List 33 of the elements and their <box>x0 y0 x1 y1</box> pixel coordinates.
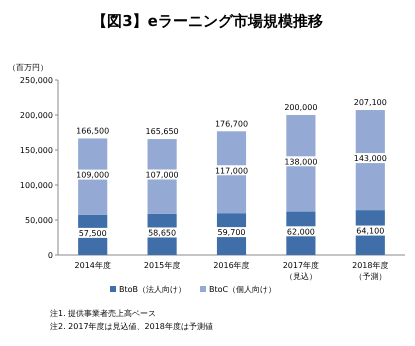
y-axis-title: （百万円） <box>8 63 48 72</box>
y-tick-label: 150,000 <box>20 146 53 155</box>
data-label: 57,500 <box>78 228 107 238</box>
total-label: 165,650 <box>146 127 179 136</box>
chart-title: 【図3】eラーニング市場規模推移 <box>92 12 323 30</box>
total-label: 207,100 <box>354 98 387 108</box>
y-tick-label: 200,000 <box>20 111 53 120</box>
text: 注2. 2017年度は見込値、2018年度は予測値 <box>50 322 213 331</box>
x-tick-label: 2016年度 <box>213 261 250 270</box>
total-label: 176,700 <box>214 119 248 128</box>
y-tick-label: 250,000 <box>20 76 53 85</box>
y-tick-label: 50,000 <box>25 216 53 225</box>
legend-label: BtoB（法人向け） <box>119 285 186 294</box>
x-tick-label: 2017年度（見込） <box>282 261 320 281</box>
data-label: 138,000 <box>284 157 318 166</box>
data-label: 59,700 <box>218 228 246 238</box>
data-label: 62,000 <box>286 227 315 236</box>
x-tick-label: 2014年度 <box>74 261 111 270</box>
bar <box>356 110 385 210</box>
text: 注1. 提供事業者売上高ベース <box>50 309 156 318</box>
data-label: 117,000 <box>214 166 248 176</box>
data-label: 109,000 <box>76 170 110 180</box>
data-label: 143,000 <box>354 154 387 164</box>
data-label: 107,000 <box>146 170 179 180</box>
total-label: 166,500 <box>76 126 110 136</box>
data-label: 58,650 <box>148 228 176 238</box>
y-tick-label: 100,000 <box>20 181 53 190</box>
x-tick-label: 2018年度（予測） <box>352 261 388 281</box>
legend-label: BtoC（個人向け） <box>209 285 276 294</box>
x-tick-label: 2015年度 <box>144 261 180 270</box>
data-label: 64,100 <box>356 226 384 236</box>
y-tick-label: 0 <box>48 251 53 260</box>
total-label: 200,000 <box>284 103 318 112</box>
